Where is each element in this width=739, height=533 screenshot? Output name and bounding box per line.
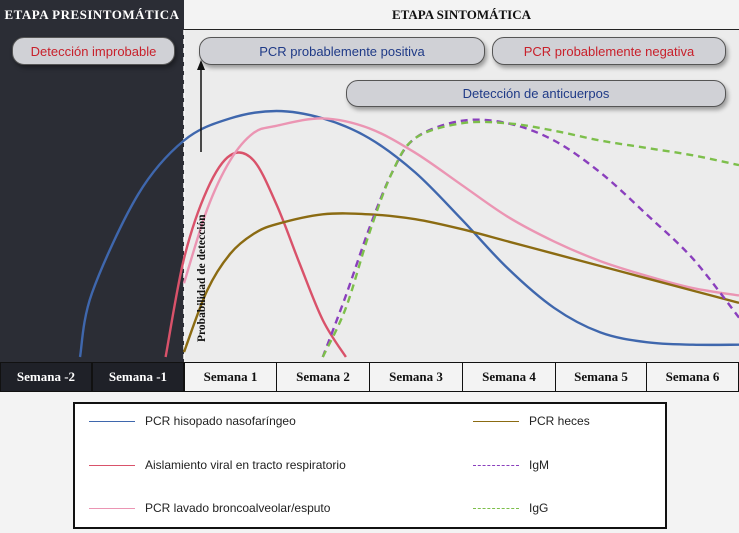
legend-item-igg: IgG	[473, 501, 548, 515]
pill-pcr-negative: PCR probablemente negativa	[492, 37, 726, 65]
presymptomatic-background	[0, 30, 184, 362]
week-tick-4: Semana 4	[462, 362, 556, 392]
legend-swatch	[89, 421, 135, 422]
presymptomatic-header: ETAPA PRESINTOMÁTICA	[0, 0, 184, 30]
week-tick-1: Semana 1	[184, 362, 277, 392]
pill-detection-unlikely: Detección improbable	[12, 37, 175, 65]
week-tick-6: Semana 6	[646, 362, 739, 392]
week-tick-minus-2: Semana -2	[0, 362, 92, 392]
legend-swatch	[89, 465, 135, 466]
legend-label: PCR lavado broncoalveolar/esputo	[145, 501, 330, 515]
week-tick-2: Semana 2	[276, 362, 370, 392]
pill-pcr-positive: PCR probablemente positiva	[199, 37, 485, 65]
pill-antibody-detection: Detección de anticuerpos	[346, 80, 726, 107]
legend-swatch	[473, 508, 519, 509]
legend-item-viral-isolation: Aislamiento viral en tracto respiratorio	[89, 458, 346, 472]
legend-item-pcr-bal: PCR lavado broncoalveolar/esputo	[89, 501, 330, 515]
legend-label: PCR heces	[529, 414, 590, 428]
legend-label: IgM	[529, 458, 549, 472]
week-tick-3: Semana 3	[369, 362, 463, 392]
week-tick-5: Semana 5	[555, 362, 647, 392]
legend-swatch	[473, 465, 519, 466]
legend-item-igm: IgM	[473, 458, 549, 472]
legend: PCR hisopado nasofaríngeo Aislamiento vi…	[73, 402, 667, 529]
legend-swatch	[89, 508, 135, 509]
week-tick-minus-1: Semana -1	[92, 362, 184, 392]
legend-item-pcr-stool: PCR heces	[473, 414, 590, 428]
legend-label: IgG	[529, 501, 548, 515]
legend-item-pcr-nasopharyngeal: PCR hisopado nasofaríngeo	[89, 414, 296, 428]
y-axis-label: Probabilidad de detección	[196, 214, 208, 342]
legend-label: PCR hisopado nasofaríngeo	[145, 414, 296, 428]
legend-label: Aislamiento viral en tracto respiratorio	[145, 458, 346, 472]
symptomatic-header: ETAPA SINTOMÁTICA	[184, 0, 739, 30]
legend-swatch	[473, 421, 519, 422]
